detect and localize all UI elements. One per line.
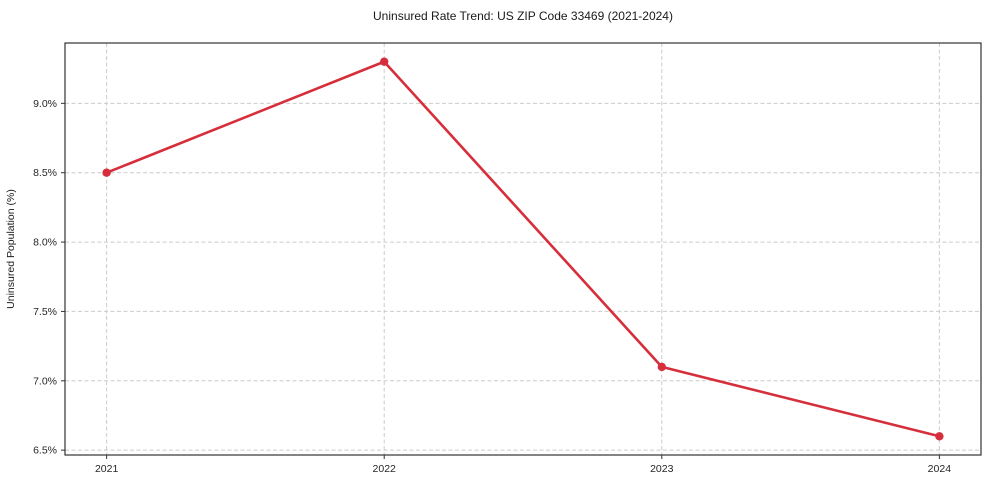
plot-border (64, 42, 982, 456)
grid-layer (65, 43, 981, 455)
y-axis-label: Uninsured Population (%) (5, 189, 17, 309)
data-point (102, 168, 111, 177)
y-tick-label: 6.5% (33, 445, 57, 457)
y-tick-label: 8.0% (33, 237, 57, 249)
x-tick-label: 2024 (928, 463, 952, 475)
y-tick-label: 9.0% (33, 98, 57, 110)
y-tick-label: 7.5% (33, 306, 57, 318)
data-point (657, 362, 666, 372)
x-tick-label: 2022 (373, 463, 397, 475)
trend-line (105, 60, 941, 438)
data-point (380, 57, 389, 66)
y-tick-label: 7.0% (33, 375, 57, 387)
data-point (935, 432, 944, 441)
x-tick-label: 2023 (650, 463, 674, 475)
chart-title: Uninsured Rate Trend: US ZIP Code 33469 … (373, 9, 673, 23)
y-tick-label: 8.5% (33, 167, 57, 179)
x-tick-label: 2021 (95, 463, 119, 475)
series-layer (102, 57, 944, 441)
axes-layer: 6.5% 7.0% 7.5% 8.0% 8.5% 9.0% 2021 2022 2023 2024 (33, 42, 982, 475)
